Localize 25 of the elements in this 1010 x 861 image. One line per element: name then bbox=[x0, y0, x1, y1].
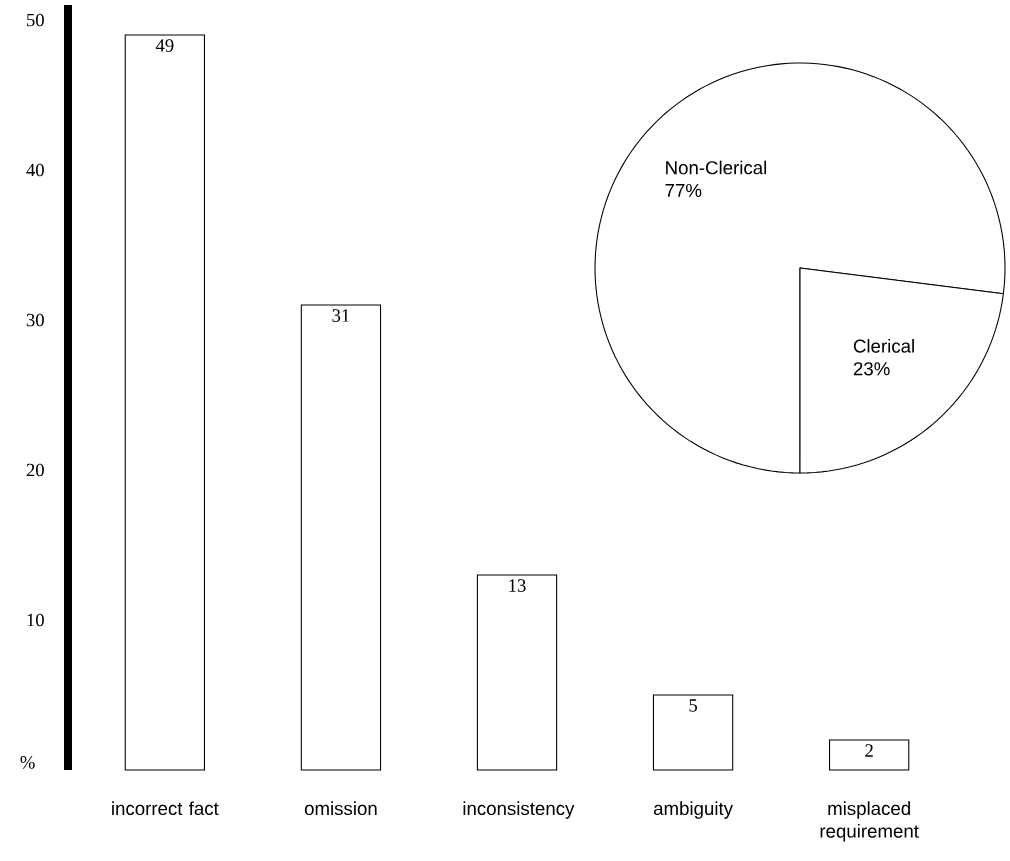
y-tick-label: 20 bbox=[26, 463, 44, 477]
bar bbox=[300, 304, 382, 771]
x-tick-label: misplaced requirement bbox=[820, 801, 919, 842]
y-axis-title: % bbox=[20, 756, 35, 769]
y-tick-label: 40 bbox=[26, 163, 44, 177]
data-label: 23% bbox=[853, 362, 890, 376]
y-tick-label: 50 bbox=[27, 13, 44, 27]
slice-label: Clerical bbox=[853, 339, 914, 353]
slice-label: Non-Clerical bbox=[666, 160, 767, 175]
x-tick-label: ambiguity bbox=[653, 801, 733, 819]
data-label: 2 bbox=[865, 744, 873, 757]
bar bbox=[124, 34, 205, 771]
x-tick-label: inconsistency bbox=[463, 801, 575, 819]
bar bbox=[829, 739, 910, 771]
data-label: 13 bbox=[509, 579, 526, 592]
bar bbox=[476, 574, 558, 771]
data-label: 49 bbox=[155, 39, 174, 52]
x-tick-label: omission bbox=[304, 801, 377, 816]
y-tick-label: 30 bbox=[26, 313, 44, 327]
data-label: 77% bbox=[665, 183, 702, 197]
y-tick-label: 10 bbox=[27, 613, 44, 627]
x-tick-label: incorrect fact bbox=[112, 801, 219, 816]
bar bbox=[652, 694, 734, 771]
data-label: 5 bbox=[689, 699, 698, 712]
data-label: 31 bbox=[332, 309, 350, 322]
